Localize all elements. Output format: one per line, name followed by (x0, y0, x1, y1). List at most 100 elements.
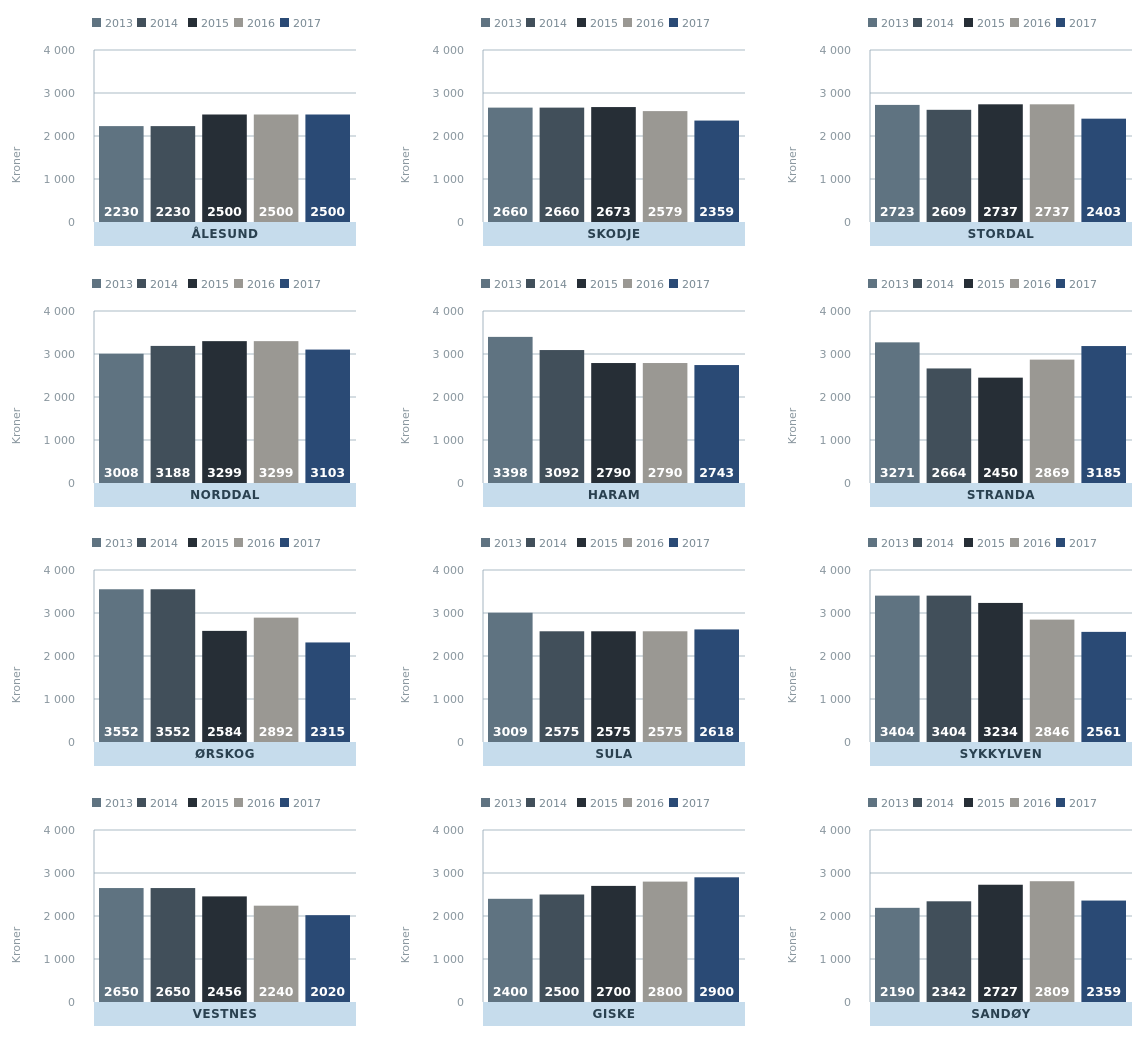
legend-swatch-2016 (623, 279, 632, 288)
legend-label-2013: 2013 (494, 17, 522, 30)
bar-2017 (1081, 346, 1126, 483)
legend-swatch-2017 (280, 798, 289, 807)
legend-label-2014: 2014 (150, 278, 178, 291)
legend-swatch-2015 (188, 798, 197, 807)
legend-swatch-2015 (964, 538, 973, 547)
bar-2013 (99, 589, 144, 742)
y-tick-label: 2 000 (44, 650, 76, 663)
bar-2015 (978, 104, 1023, 222)
bar-2016 (253, 617, 299, 742)
legend-swatch-2017 (280, 538, 289, 547)
legend-swatch-2016 (234, 279, 243, 288)
y-tick-label: 0 (844, 477, 851, 490)
y-tick-label: 1 000 (433, 173, 465, 186)
chart-title-band (483, 483, 745, 507)
chart-legend: 2013 2014 2015 2016 2017 (868, 537, 1097, 550)
bar-2013 (875, 595, 920, 742)
legend-swatch-2014 (913, 18, 922, 27)
bar-value-label: 2869 (1035, 465, 1070, 480)
y-tick-label: 1 000 (820, 434, 852, 447)
y-tick-label: 2 000 (820, 391, 852, 404)
bar-chart-7: 2013 2014 2015 2016 2017 0 1 000 2 000 3 000 4 00… (399, 537, 745, 766)
chart-title: HARAM (588, 488, 640, 502)
bar-value-label: 2403 (1086, 204, 1121, 219)
bar-2017 (694, 629, 739, 742)
y-axis-label: Kroner (10, 666, 23, 703)
legend-label-2015: 2015 (977, 17, 1005, 30)
y-tick-label: 1 000 (433, 693, 465, 706)
bar-value-label: 3271 (880, 465, 915, 480)
legend-swatch-2017 (1056, 279, 1065, 288)
legend-label-2015: 2015 (977, 537, 1005, 550)
bar-value-label: 2664 (932, 465, 967, 480)
y-tick-label: 1 000 (44, 173, 76, 186)
bar-2014 (926, 901, 972, 1002)
y-tick-label: 4 000 (44, 44, 76, 57)
bar-2015 (591, 107, 636, 222)
legend-swatch-2017 (1056, 538, 1065, 547)
legend-label-2017: 2017 (1069, 537, 1097, 550)
legend-swatch-2015 (188, 279, 197, 288)
bar-2014 (539, 894, 585, 1002)
y-tick-label: 1 000 (433, 953, 465, 966)
y-tick-label: 0 (457, 477, 464, 490)
bar-2014 (150, 345, 196, 483)
chart-title: VESTNES (193, 1007, 258, 1021)
legend-label-2015: 2015 (590, 17, 618, 30)
y-tick-label: 4 000 (44, 824, 76, 837)
legend-label-2017: 2017 (682, 278, 710, 291)
bar-chart-6: 2013 2014 2015 2016 2017 0 1 000 2 000 3 000 4 00… (10, 537, 356, 766)
y-tick-label: 0 (844, 736, 851, 749)
y-tick-label: 2 000 (44, 910, 76, 923)
legend-label-2016: 2016 (1023, 537, 1051, 550)
legend-swatch-2013 (481, 538, 490, 547)
bar-2015 (202, 630, 247, 742)
legend-swatch-2014 (137, 538, 146, 547)
bar-2013 (488, 107, 533, 222)
bar-value-label: 2575 (596, 724, 631, 739)
chart-title: STRANDA (967, 488, 1035, 502)
legend-swatch-2013 (481, 279, 490, 288)
bar-2017 (305, 114, 350, 222)
bar-2013 (99, 353, 144, 483)
chart-legend: 2013 2014 2015 2016 2017 (481, 278, 710, 291)
chart-title-band (870, 222, 1132, 246)
bar-chart-3: 2013 2014 2015 2016 2017 0 1 000 2 000 3 000 4 00… (10, 278, 356, 507)
legend-label-2013: 2013 (494, 797, 522, 810)
legend-label-2013: 2013 (105, 537, 133, 550)
legend-swatch-2013 (92, 279, 101, 288)
y-tick-label: 4 000 (44, 305, 76, 318)
y-tick-label: 3 000 (820, 607, 852, 620)
chart-title-band (870, 483, 1132, 507)
y-tick-label: 1 000 (44, 693, 76, 706)
legend-swatch-2013 (92, 538, 101, 547)
y-tick-label: 2 000 (433, 130, 465, 143)
bar-value-label: 2575 (545, 724, 580, 739)
bar-value-label: 2800 (648, 984, 683, 999)
y-tick-label: 4 000 (820, 44, 852, 57)
bar-2016 (253, 905, 299, 1002)
y-tick-label: 2 000 (44, 130, 76, 143)
bar-2013 (875, 907, 920, 1002)
bar-2013 (488, 898, 533, 1002)
bar-value-label: 2660 (545, 204, 580, 219)
bar-2017 (305, 349, 350, 483)
bar-value-label: 2700 (596, 984, 631, 999)
legend-swatch-2014 (526, 538, 535, 547)
bar-value-label: 2450 (983, 465, 1018, 480)
bar-value-label: 2743 (699, 465, 734, 480)
legend-swatch-2017 (1056, 798, 1065, 807)
chart-title: STORDAL (968, 227, 1035, 241)
chart-title: NORDDAL (190, 488, 260, 502)
legend-swatch-2013 (868, 18, 877, 27)
bar-value-label: 2359 (699, 204, 734, 219)
y-tick-label: 4 000 (820, 305, 852, 318)
bar-chart-4: 2013 2014 2015 2016 2017 0 1 000 2 000 3 000 4 00… (399, 278, 745, 507)
legend-label-2014: 2014 (926, 797, 954, 810)
legend-swatch-2013 (92, 798, 101, 807)
legend-label-2013: 2013 (881, 537, 909, 550)
legend-swatch-2017 (669, 279, 678, 288)
chart-title: SYKKYLVEN (960, 747, 1043, 761)
legend-label-2015: 2015 (977, 797, 1005, 810)
